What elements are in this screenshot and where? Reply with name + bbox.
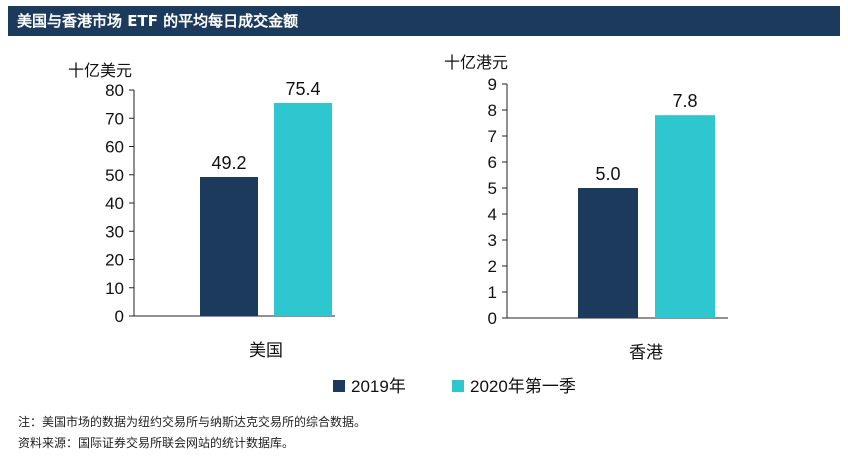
bar-value-label: 7.8 xyxy=(672,91,697,111)
y-tick-label: 60 xyxy=(105,138,124,157)
bar-value-label: 49.2 xyxy=(211,153,246,173)
y-tick-label: 80 xyxy=(105,81,124,100)
x-category-label: 美国 xyxy=(249,341,283,360)
y-tick-label: 5 xyxy=(488,179,497,198)
y-tick-label: 3 xyxy=(488,231,497,250)
y-tick-label: 20 xyxy=(105,251,124,270)
bar-value-label: 75.4 xyxy=(285,79,320,99)
y-tick-label: 0 xyxy=(115,307,124,326)
legend-label: 2020年第一季 xyxy=(470,377,576,396)
y-tick-label: 50 xyxy=(105,166,124,185)
y-tick-label: 10 xyxy=(105,279,124,298)
y-tick-label: 4 xyxy=(488,205,497,224)
y-axis-title: 十亿美元 xyxy=(68,62,132,80)
y-tick-label: 7 xyxy=(488,127,497,146)
legend-swatch xyxy=(452,380,464,392)
y-tick-label: 70 xyxy=(105,109,124,128)
y-tick-label: 8 xyxy=(488,101,497,120)
legend-swatch xyxy=(333,380,345,392)
bar-2020q1 xyxy=(274,102,332,317)
bar-2019 xyxy=(578,188,638,318)
x-category-label: 香港 xyxy=(629,343,663,362)
y-tick-label: 30 xyxy=(105,222,124,241)
chart-title: 美国与香港市场 ETF 的平均每日成交金额 xyxy=(8,6,840,36)
y-tick-label: 40 xyxy=(105,194,124,213)
bar-2020q1 xyxy=(655,115,715,318)
footnote-source: 资料来源：国际证券交易所联会网站的统计数据库。 xyxy=(18,436,295,450)
y-tick-label: 9 xyxy=(488,75,497,94)
footnote-note: 注：美国市场的数据为纽约交易所与纳斯达克交易所的综合数据。 xyxy=(18,415,367,429)
bar-value-label: 5.0 xyxy=(595,164,620,184)
y-axis-title: 十亿港元 xyxy=(444,54,508,72)
y-tick-label: 6 xyxy=(488,153,497,172)
y-tick-label: 0 xyxy=(488,309,497,328)
y-tick-label: 1 xyxy=(488,283,497,302)
bar-2019 xyxy=(200,177,258,316)
footnotes: 注：美国市场的数据为纽约交易所与纳斯达克交易所的综合数据。 资料来源：国际证券交… xyxy=(18,412,366,454)
y-tick-label: 2 xyxy=(488,257,497,276)
legend-label: 2019年 xyxy=(351,377,406,396)
